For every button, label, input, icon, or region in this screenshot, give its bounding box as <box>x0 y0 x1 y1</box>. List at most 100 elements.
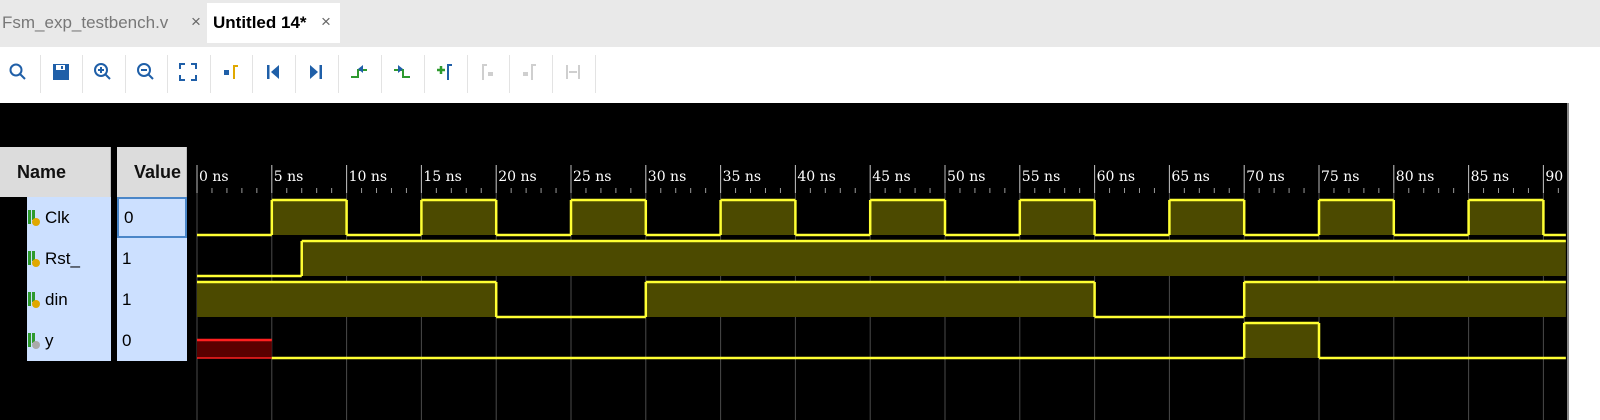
signal-icon <box>28 250 40 267</box>
signal-name-pane: Name Clk Rst_ din y <box>0 103 111 420</box>
signal-name-y[interactable]: y <box>27 320 111 361</box>
next-marker-icon <box>523 64 536 80</box>
right-edge-border <box>1567 103 1569 420</box>
toolbar-separator <box>252 55 253 93</box>
zoom-out-icon <box>137 63 154 80</box>
next-marker-button[interactable] <box>515 57 545 87</box>
signal-name-label: Clk <box>45 207 70 227</box>
time-label: 30 ns <box>648 169 686 185</box>
time-label: 35 ns <box>723 169 761 185</box>
signal-icon <box>28 291 40 308</box>
add-marker-icon <box>437 64 452 80</box>
time-label: 85 ns <box>1471 169 1509 185</box>
tab-untitled-14[interactable]: Untitled 14* × <box>207 3 340 43</box>
next-transition-button[interactable] <box>387 57 417 87</box>
time-label: 90 <box>1545 169 1563 185</box>
high-fill <box>645 282 1095 317</box>
time-label: 70 ns <box>1246 169 1284 185</box>
save-icon <box>53 64 69 80</box>
high-fill <box>1244 282 1566 317</box>
go-to-last-time-icon <box>310 65 322 79</box>
toolbar-separator <box>40 55 41 93</box>
go-to-cursor-button[interactable] <box>216 57 246 87</box>
high-fill <box>1019 200 1095 235</box>
save-button[interactable] <box>46 57 76 87</box>
tab-bar: Fsm_exp_testbench.v × Untitled 14* × <box>0 0 1600 47</box>
high-fill <box>1244 323 1319 358</box>
time-label: 5 ns <box>274 169 304 185</box>
previous-transition-icon <box>351 65 367 78</box>
signal-name-label: Rst_ <box>45 248 80 268</box>
high-fill <box>870 200 945 235</box>
signal-name-rst[interactable]: Rst_ <box>27 238 111 279</box>
value-column-header[interactable]: Value <box>117 147 187 197</box>
high-fill <box>571 200 646 235</box>
previous-marker-icon <box>482 64 493 80</box>
signal-name-label: y <box>45 330 54 350</box>
toolbar-separator <box>467 55 468 93</box>
right-edge <box>1567 103 1600 420</box>
close-icon[interactable]: × <box>321 12 331 31</box>
signal-value-din[interactable]: 1 <box>117 279 187 320</box>
toolbar-separator <box>295 55 296 93</box>
toolbar-separator <box>552 55 553 93</box>
signal-name-label: din <box>45 289 68 309</box>
high-fill <box>1169 200 1245 235</box>
value-column-label: Value <box>134 161 182 182</box>
signal-value-rst[interactable]: 1 <box>117 238 187 279</box>
swap-cursors-icon <box>566 65 580 79</box>
high-fill <box>1468 200 1544 235</box>
time-label: 10 ns <box>349 169 387 185</box>
waveform-viewer[interactable]: 0 ns 5 ns 10 ns 15 ns 20 ns 25 ns 30 ns 35 ns 40… <box>194 103 1567 420</box>
go-to-cursor-icon <box>224 65 238 79</box>
toolbar-separator <box>82 55 83 93</box>
toolbar-separator <box>595 55 596 93</box>
go-to-time-zero-icon <box>267 65 279 79</box>
toolbar-separator <box>509 55 510 93</box>
time-label: 80 ns <box>1396 169 1434 185</box>
signal-value-pane: Value 0 1 1 0 <box>117 103 190 420</box>
time-label: 25 ns <box>573 169 611 185</box>
toolbar-separator <box>381 55 382 93</box>
time-label: 40 ns <box>797 169 835 185</box>
go-to-time-zero-button[interactable] <box>258 57 288 87</box>
previous-marker-button[interactable] <box>473 57 503 87</box>
toolbar-separator <box>424 55 425 93</box>
zoom-in-icon <box>94 63 111 80</box>
signal-icon <box>28 209 40 226</box>
name-column-label: Name <box>17 161 67 182</box>
zoom-fit-icon <box>179 63 197 81</box>
unknown-fill <box>197 340 272 358</box>
toolbar-separator <box>338 55 339 93</box>
signal-value-y[interactable]: 0 <box>117 320 187 361</box>
high-fill <box>271 200 347 235</box>
tab-fsm-testbench[interactable]: Fsm_exp_testbench.v × <box>0 3 205 43</box>
name-column-header[interactable]: Name <box>0 147 111 197</box>
high-fill <box>421 200 497 235</box>
close-icon[interactable]: × <box>191 12 201 31</box>
signal-name-clk[interactable]: Clk <box>27 197 111 238</box>
go-to-last-time-button[interactable] <box>301 57 331 87</box>
zoom-in-button[interactable] <box>88 57 118 87</box>
next-transition-icon <box>394 65 410 78</box>
zoom-fit-button[interactable] <box>173 57 203 87</box>
toolbar <box>0 47 1600 103</box>
zoom-out-button[interactable] <box>131 57 161 87</box>
tab-title: Untitled 14* <box>213 13 307 32</box>
high-fill <box>301 241 1566 276</box>
swap-cursors-button[interactable] <box>558 57 588 87</box>
time-label: 50 ns <box>947 169 985 185</box>
signal-icon <box>28 332 40 349</box>
waveform-canvas[interactable]: 0 ns 5 ns 10 ns 15 ns 20 ns 25 ns 30 ns 35 ns 40… <box>194 103 1567 420</box>
previous-transition-button[interactable] <box>344 57 374 87</box>
signal-name-din[interactable]: din <box>27 279 111 320</box>
time-label: 65 ns <box>1171 169 1209 185</box>
toolbar-separator <box>210 55 211 93</box>
search-button[interactable] <box>3 57 33 87</box>
time-label: 55 ns <box>1022 169 1060 185</box>
toolbar-separator <box>167 55 168 93</box>
signal-value-clk[interactable]: 0 <box>117 197 187 238</box>
add-marker-button[interactable] <box>430 57 460 87</box>
time-label: 0 ns <box>199 169 229 185</box>
time-label: 15 ns <box>423 169 461 185</box>
